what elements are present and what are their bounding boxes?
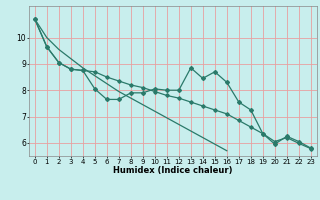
X-axis label: Humidex (Indice chaleur): Humidex (Indice chaleur) (113, 166, 233, 175)
